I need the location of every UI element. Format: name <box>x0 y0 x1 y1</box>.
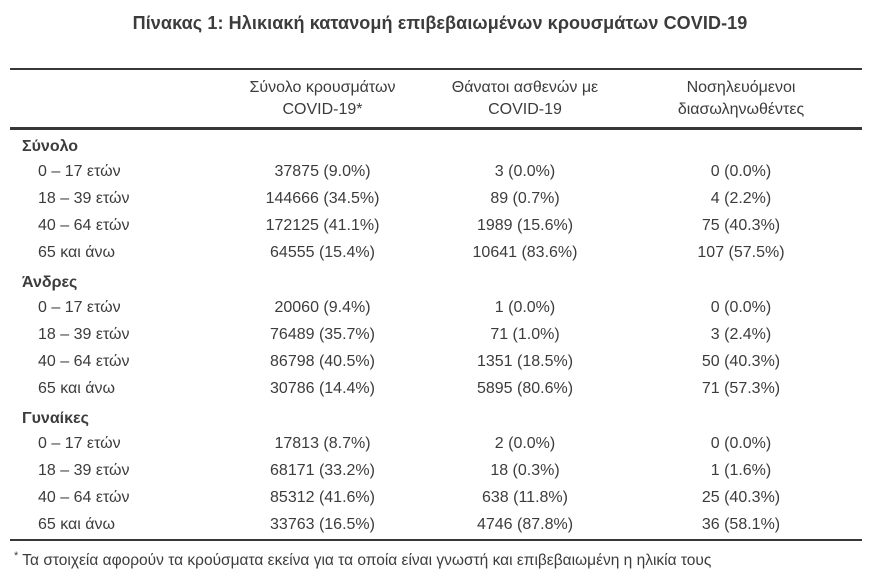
cases-value: 86798 (40.5%) <box>270 353 375 370</box>
footnote: * Τα στοιχεία αφορούν τα κρούσματα εκείνα… <box>10 539 862 571</box>
age-label: 40 – 64 ετών <box>38 353 130 370</box>
age-label: 18 – 39 ετών <box>38 462 130 479</box>
covid-age-distribution-table: Σύνολο κρουσμάτων COVID-19* Θάνατοι ασθε… <box>10 68 862 571</box>
intubated-value: 75 (40.3%) <box>701 217 781 234</box>
header-deaths-line2: COVID-19 <box>488 101 562 118</box>
table-title: Πίνακας 1: Ηλικιακή κατανομή επιβεβαιωμέ… <box>132 13 748 33</box>
deaths-value: 10641 (83.6%) <box>472 244 578 261</box>
table-body: Σύνολο 0 – 17 ετών 37875 (9.0%) 3 (0.0%)… <box>10 130 862 538</box>
age-label: 40 – 64 ετών <box>38 489 130 506</box>
header-total-cases: Σύνολο κρουσμάτων COVID-19* <box>215 77 430 121</box>
header-total-cases-line2: COVID-19* <box>282 101 363 118</box>
header-intubated: Νοσηλευόμενοι διασωληνωθέντες <box>620 77 862 121</box>
table-row: 40 – 64 ετών 172125 (41.1%) 1989 (15.6%)… <box>10 212 862 239</box>
cases-value: 30786 (14.4%) <box>270 380 375 397</box>
intubated-value: 50 (40.3%) <box>701 353 781 370</box>
age-label: 40 – 64 ετών <box>38 217 130 234</box>
deaths-value: 3 (0.0%) <box>494 163 556 180</box>
cases-value: 85312 (41.6%) <box>270 489 375 506</box>
footnote-text: Τα στοιχεία αφορούν τα κρούσματα εκείνα … <box>22 552 712 570</box>
table-row: 18 – 39 ετών 144666 (34.5%) 89 (0.7%) 4 … <box>10 185 862 212</box>
deaths-value: 638 (11.8%) <box>482 489 568 506</box>
header-empty-cell <box>10 77 215 121</box>
header-intubated-line2: διασωληνωθέντες <box>677 101 805 118</box>
age-label: 65 και άνω <box>38 244 116 261</box>
table-header-row: Σύνολο κρουσμάτων COVID-19* Θάνατοι ασθε… <box>10 68 862 130</box>
deaths-value: 5895 (80.6%) <box>476 380 574 397</box>
cases-value: 37875 (9.0%) <box>274 163 371 180</box>
table-row: 40 – 64 ετών 86798 (40.5%) 1351 (18.5%) … <box>10 348 862 375</box>
table-row: 0 – 17 ετών 37875 (9.0%) 3 (0.0%) 0 (0.0… <box>10 158 862 185</box>
age-label: 18 – 39 ετών <box>38 190 130 207</box>
section-label-women: Γυναίκες <box>22 410 89 427</box>
table-row: 18 – 39 ετών 68171 (33.2%) 18 (0.3%) 1 (… <box>10 457 862 484</box>
intubated-value: 25 (40.3%) <box>701 489 781 506</box>
table-row: 18 – 39 ετών 76489 (35.7%) 71 (1.0%) 3 (… <box>10 321 862 348</box>
table-row: 40 – 64 ετών 85312 (41.6%) 638 (11.8%) 2… <box>10 484 862 511</box>
header-total-cases-line1: Σύνολο κρουσμάτων <box>249 79 396 96</box>
cases-value: 17813 (8.7%) <box>274 435 371 452</box>
header-deaths-line1: Θάνατοι ασθενών με <box>451 79 599 96</box>
intubated-value: 4 (2.2%) <box>710 190 772 207</box>
intubated-value: 3 (2.4%) <box>710 326 772 343</box>
section-label-men: Άνδρες <box>22 274 78 291</box>
deaths-value: 71 (1.0%) <box>490 326 560 343</box>
age-label: 0 – 17 ετών <box>38 435 121 452</box>
table-row: 65 και άνω 64555 (15.4%) 10641 (83.6%) 1… <box>10 239 862 266</box>
intubated-value: 107 (57.5%) <box>697 244 785 261</box>
footnote-marker: * <box>14 550 19 562</box>
table-row: 65 και άνω 33763 (16.5%) 4746 (87.8%) 36… <box>10 511 862 538</box>
header-deaths: Θάνατοι ασθενών με COVID-19 <box>430 77 620 121</box>
deaths-value: 1351 (18.5%) <box>476 353 574 370</box>
deaths-value: 2 (0.0%) <box>494 435 556 452</box>
age-label: 0 – 17 ετών <box>38 299 121 316</box>
section-label-total: Σύνολο <box>22 138 79 155</box>
deaths-value: 1989 (15.6%) <box>476 217 574 234</box>
age-label: 18 – 39 ετών <box>38 326 130 343</box>
intubated-value: 71 (57.3%) <box>701 380 781 397</box>
header-intubated-line1: Νοσηλευόμενοι <box>686 79 796 96</box>
intubated-value: 0 (0.0%) <box>710 435 772 452</box>
cases-value: 20060 (9.4%) <box>274 299 371 316</box>
table-row: 65 και άνω 30786 (14.4%) 5895 (80.6%) 71… <box>10 375 862 402</box>
deaths-value: 18 (0.3%) <box>490 462 560 479</box>
age-label: 65 και άνω <box>38 516 116 533</box>
cases-value: 68171 (33.2%) <box>270 462 375 479</box>
age-label: 65 και άνω <box>38 380 116 397</box>
cases-value: 172125 (41.1%) <box>265 217 380 234</box>
cases-value: 64555 (15.4%) <box>270 244 375 261</box>
intubated-value: 1 (1.6%) <box>710 462 772 479</box>
table-row: 0 – 17 ετών 17813 (8.7%) 2 (0.0%) 0 (0.0… <box>10 430 862 457</box>
deaths-value: 1 (0.0%) <box>494 299 556 316</box>
intubated-value: 0 (0.0%) <box>710 299 772 316</box>
cases-value: 144666 (34.5%) <box>265 190 380 207</box>
cases-value: 76489 (35.7%) <box>270 326 375 343</box>
deaths-value: 4746 (87.8%) <box>476 516 574 533</box>
cases-value: 33763 (16.5%) <box>270 516 375 533</box>
intubated-value: 0 (0.0%) <box>710 163 772 180</box>
deaths-value: 89 (0.7%) <box>490 190 560 207</box>
table-row: 0 – 17 ετών 20060 (9.4%) 1 (0.0%) 0 (0.0… <box>10 294 862 321</box>
age-label: 0 – 17 ετών <box>38 163 121 180</box>
intubated-value: 36 (58.1%) <box>701 516 781 533</box>
